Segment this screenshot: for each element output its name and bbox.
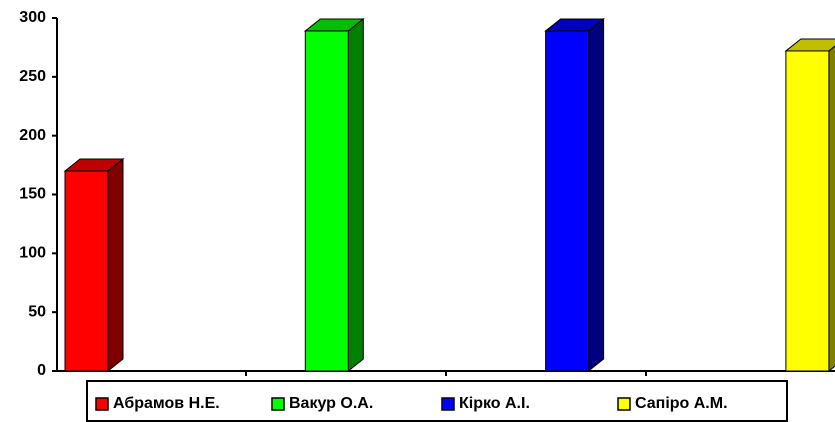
- y-tick-label: 150: [19, 186, 46, 203]
- y-tick-label: 50: [28, 303, 46, 320]
- legend-swatch: [617, 397, 631, 411]
- y-tick-label: 250: [19, 68, 46, 85]
- bar-side: [588, 17, 605, 373]
- y-tick-label: 100: [19, 245, 46, 262]
- legend-label: Абрамов Н.Е.: [113, 395, 220, 412]
- legend-swatch: [271, 397, 285, 411]
- bar: [545, 30, 590, 372]
- y-tick-label: 0: [37, 362, 46, 379]
- bar: [785, 50, 830, 372]
- bar-side: [828, 45, 835, 373]
- legend-label: Вакур О.А.: [289, 395, 373, 412]
- bar-top: [784, 38, 835, 52]
- bar: [64, 170, 109, 372]
- bar: [304, 30, 349, 372]
- bar-side: [347, 17, 364, 373]
- y-tick-label: 200: [19, 127, 46, 144]
- bar-side: [107, 157, 124, 373]
- legend-box: [86, 380, 788, 422]
- y-tick-label: 300: [19, 9, 46, 26]
- legend-swatch: [95, 397, 109, 411]
- legend-label: Сапіро А.М.: [635, 395, 728, 412]
- legend-swatch: [441, 397, 455, 411]
- legend-label: Кірко А.І.: [459, 395, 530, 412]
